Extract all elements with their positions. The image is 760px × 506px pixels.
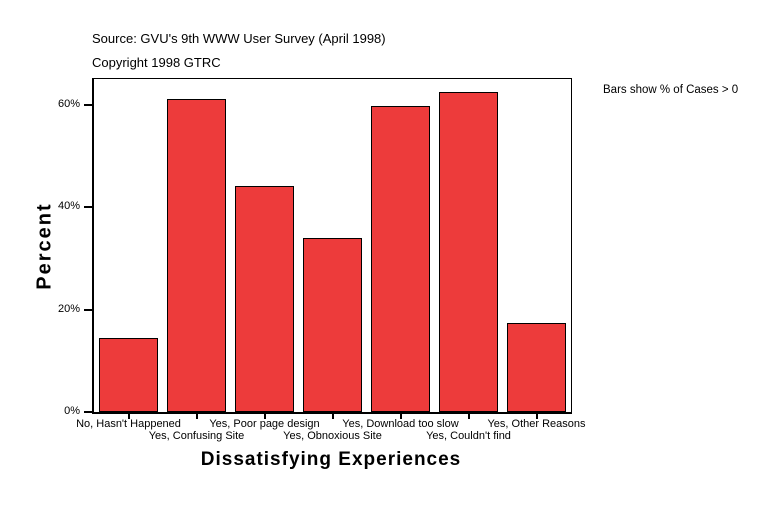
- x-tick-label: Yes, Couldn't find: [426, 430, 511, 442]
- x-tick-mark: [467, 414, 470, 419]
- y-tick-mark: [84, 308, 92, 311]
- y-tick-mark: [84, 411, 92, 413]
- bar-5: [371, 105, 430, 412]
- x-tick-mark: [331, 414, 334, 419]
- bar-7: [507, 323, 566, 412]
- y-tick-mark: [84, 206, 92, 209]
- bars-group: [94, 79, 571, 412]
- x-tick-label: Yes, Poor page design: [209, 418, 320, 430]
- bars-note: Bars show % of Cases > 0: [603, 84, 739, 96]
- x-tick-label: Yes, Obnoxious Site: [283, 430, 382, 442]
- x-tick-mark: [127, 414, 130, 419]
- x-tick-label: Yes, Confusing Site: [148, 430, 245, 442]
- x-tick-mark: [399, 414, 402, 419]
- bar-3: [235, 185, 294, 412]
- y-tick-label: 20%: [57, 302, 80, 315]
- source-caption: Source: GVU's 9th WWW User Survey (April…: [92, 31, 386, 46]
- bar-1: [99, 338, 158, 412]
- y-tick-label: 60%: [57, 97, 80, 110]
- bar-4: [303, 238, 362, 412]
- y-tick-label: 40%: [57, 200, 80, 213]
- x-tick-mark: [535, 414, 538, 419]
- x-tick-mark: [195, 414, 198, 419]
- bar-2: [167, 98, 226, 412]
- y-axis-title: Percent: [33, 202, 56, 290]
- copyright-caption: Copyright 1998 GTRC: [92, 55, 221, 70]
- y-tick-mark: [84, 103, 92, 106]
- x-tick-mark: [263, 414, 266, 419]
- y-tick-label: 0%: [64, 405, 80, 417]
- x-tick-label: No, Hasn't Happened: [76, 418, 181, 430]
- x-tick-label: Yes, Download too slow: [342, 418, 459, 430]
- x-axis-title: Dissatisfying Experiences: [200, 449, 462, 470]
- plot-area: [92, 78, 572, 414]
- x-tick-label: Yes, Other Reasons: [487, 418, 586, 430]
- bar-6: [439, 92, 498, 412]
